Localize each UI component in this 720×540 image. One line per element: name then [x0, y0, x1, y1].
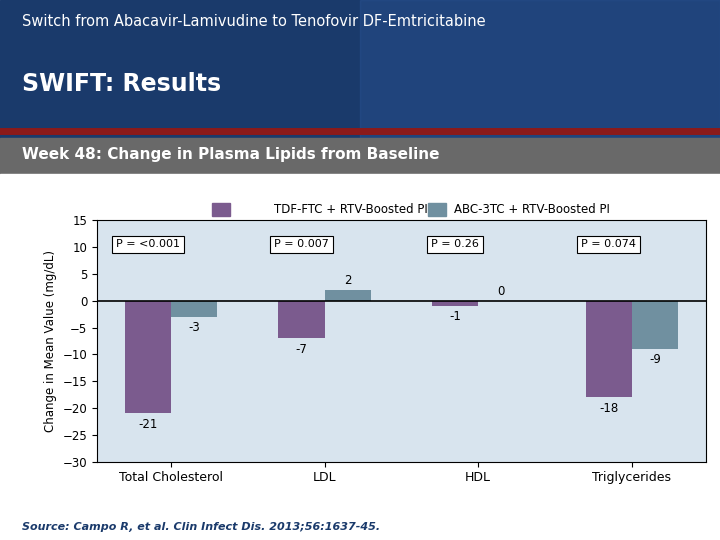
Text: -3: -3 — [188, 321, 200, 334]
Text: TDF-FTC + RTV-Boosted PI: TDF-FTC + RTV-Boosted PI — [274, 203, 428, 216]
Text: Week 48: Change in Plasma Lipids from Baseline: Week 48: Change in Plasma Lipids from Ba… — [22, 147, 439, 162]
Text: -21: -21 — [138, 418, 158, 431]
Bar — [432, 301, 478, 306]
Text: P = 0.074: P = 0.074 — [581, 239, 636, 249]
Text: P = 0.26: P = 0.26 — [431, 239, 479, 249]
Text: -7: -7 — [296, 342, 307, 356]
Y-axis label: Change in Mean Value (mg/dL): Change in Mean Value (mg/dL) — [44, 250, 57, 432]
Text: 2: 2 — [344, 274, 351, 287]
Text: -18: -18 — [599, 402, 618, 415]
Text: Switch from Abacavir-Lamivudine to Tenofovir DF-Emtricitabine: Switch from Abacavir-Lamivudine to Tenof… — [22, 14, 485, 29]
Bar — [279, 301, 325, 339]
Text: Source: Campo R, et al. Clin Infect Dis. 2013;56:1637-45.: Source: Campo R, et al. Clin Infect Dis.… — [22, 522, 379, 532]
Bar — [125, 301, 171, 414]
Bar — [586, 301, 632, 397]
Text: P = 0.007: P = 0.007 — [274, 239, 329, 249]
Bar — [171, 301, 217, 317]
Bar — [325, 290, 371, 301]
Text: ABC-3TC + RTV-Boosted PI: ABC-3TC + RTV-Boosted PI — [454, 203, 609, 216]
Text: P = <0.001: P = <0.001 — [116, 239, 180, 249]
Text: SWIFT: Results: SWIFT: Results — [22, 72, 221, 96]
Text: 0: 0 — [498, 285, 505, 298]
Bar — [632, 301, 678, 349]
Text: -1: -1 — [449, 310, 461, 323]
Text: -9: -9 — [649, 353, 661, 366]
